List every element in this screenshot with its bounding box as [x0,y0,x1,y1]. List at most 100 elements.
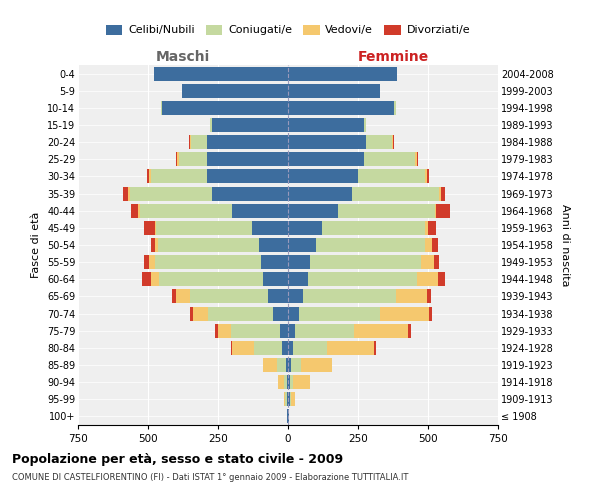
Bar [140,204,232,218]
Bar [288,324,295,338]
Bar [161,101,162,115]
Bar [155,238,158,252]
Bar [427,170,430,183]
Bar [193,306,208,320]
Bar [212,186,288,200]
Bar [364,152,415,166]
Bar [151,272,159,286]
Bar [290,375,293,389]
Bar [427,290,431,304]
Text: COMUNE DI CASTELFIORENTINO (FI) - Dati ISTAT 1° gennaio 2009 - Elaborazione TUTT: COMUNE DI CASTELFIORENTINO (FI) - Dati I… [12,472,409,482]
Bar [144,255,149,269]
Bar [290,392,291,406]
Bar [130,186,212,200]
Bar [421,255,434,269]
Bar [207,152,288,166]
Bar [280,324,288,338]
Bar [436,204,451,218]
Bar [190,290,268,304]
Bar [288,306,299,320]
Bar [338,204,435,218]
Bar [288,204,338,218]
Bar [191,135,207,149]
Bar [188,135,190,149]
Bar [123,186,128,200]
Bar [295,324,354,338]
Bar [440,186,445,200]
Bar [316,238,425,252]
Bar [374,341,376,355]
Bar [293,341,326,355]
Bar [415,152,417,166]
Bar [394,101,396,115]
Text: Femmine: Femmine [358,50,428,64]
Bar [176,152,178,166]
Bar [287,392,288,406]
Bar [272,306,288,320]
Bar [215,324,218,338]
Bar [149,170,151,183]
Bar [288,135,367,149]
Bar [432,238,438,252]
Bar [172,290,176,304]
Bar [293,375,310,389]
Bar [209,118,212,132]
Bar [439,186,440,200]
Bar [159,272,263,286]
Text: Maschi: Maschi [156,50,210,64]
Bar [326,341,374,355]
Bar [190,135,191,149]
Bar [288,375,290,389]
Bar [263,358,277,372]
Bar [304,290,396,304]
Bar [288,84,380,98]
Bar [179,152,207,166]
Bar [288,238,316,252]
Bar [254,341,283,355]
Bar [277,358,286,372]
Bar [158,238,259,252]
Bar [262,255,288,269]
Bar [288,272,308,286]
Bar [425,238,432,252]
Bar [157,221,251,235]
Bar [322,221,425,235]
Y-axis label: Fasce di età: Fasce di età [31,212,41,278]
Bar [286,358,288,372]
Bar [155,255,262,269]
Bar [288,255,310,269]
Bar [292,358,301,372]
Legend: Celibi/Nubili, Coniugati/e, Vedovi/e, Divorziati/e: Celibi/Nubili, Coniugati/e, Vedovi/e, Di… [101,20,475,40]
Bar [182,84,288,98]
Bar [291,392,295,406]
Bar [352,186,439,200]
Bar [396,290,427,304]
Bar [138,204,140,218]
Bar [409,324,411,338]
Bar [288,358,292,372]
Bar [364,118,367,132]
Bar [310,255,421,269]
Bar [417,152,418,166]
Bar [435,204,436,218]
Bar [288,392,290,406]
Bar [288,221,322,235]
Bar [288,152,364,166]
Bar [434,255,439,269]
Bar [288,290,304,304]
Bar [149,255,155,269]
Bar [207,135,288,149]
Bar [230,324,280,338]
Bar [131,204,138,218]
Bar [154,66,288,80]
Bar [308,272,417,286]
Bar [178,152,179,166]
Bar [367,135,392,149]
Bar [151,238,155,252]
Bar [287,375,288,389]
Bar [358,170,425,183]
Bar [417,272,438,286]
Bar [208,306,272,320]
Bar [288,186,352,200]
Bar [392,135,393,149]
